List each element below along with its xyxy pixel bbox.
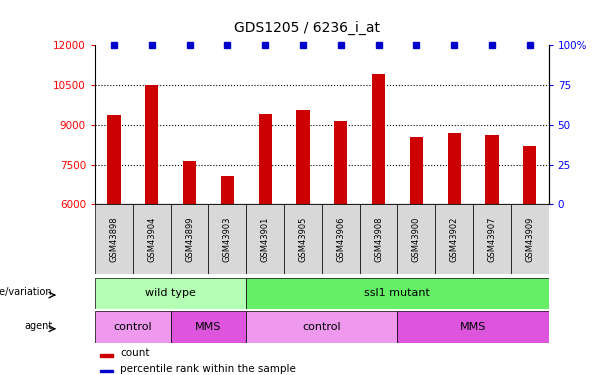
Text: count: count [120, 348, 150, 358]
Text: GSM43898: GSM43898 [109, 216, 118, 262]
FancyBboxPatch shape [435, 204, 473, 274]
Text: GSM43906: GSM43906 [336, 216, 345, 262]
FancyBboxPatch shape [511, 204, 549, 274]
FancyBboxPatch shape [322, 204, 360, 274]
Bar [183, 160, 196, 204]
FancyBboxPatch shape [360, 204, 397, 274]
Bar [221, 177, 234, 204]
Text: GSM43908: GSM43908 [374, 216, 383, 262]
Bar [99, 370, 113, 372]
Bar [99, 354, 113, 357]
FancyBboxPatch shape [246, 311, 397, 343]
Text: GSM43903: GSM43903 [223, 216, 232, 262]
Text: GSM43905: GSM43905 [299, 216, 308, 262]
FancyBboxPatch shape [95, 204, 133, 274]
FancyBboxPatch shape [170, 311, 246, 343]
Text: control: control [113, 322, 152, 332]
Text: MMS: MMS [460, 322, 486, 332]
Text: wild type: wild type [145, 288, 196, 298]
FancyBboxPatch shape [95, 278, 246, 309]
Bar [296, 110, 310, 204]
Bar [409, 136, 423, 204]
FancyBboxPatch shape [208, 204, 246, 274]
Text: GSM43907: GSM43907 [487, 216, 497, 262]
FancyBboxPatch shape [133, 204, 170, 274]
FancyBboxPatch shape [95, 311, 170, 343]
Text: GSM43909: GSM43909 [525, 216, 535, 262]
Text: GSM43901: GSM43901 [261, 216, 270, 262]
Bar [485, 135, 498, 204]
Bar [523, 146, 536, 204]
FancyBboxPatch shape [397, 311, 549, 343]
Bar [334, 121, 348, 204]
Bar [447, 133, 461, 204]
Text: MMS: MMS [195, 322, 222, 332]
Text: GSM43904: GSM43904 [147, 216, 156, 262]
Text: GDS1205 / 6236_i_at: GDS1205 / 6236_i_at [234, 21, 379, 35]
Bar [259, 114, 272, 204]
Text: ssl1 mutant: ssl1 mutant [365, 288, 430, 298]
Text: GSM43899: GSM43899 [185, 216, 194, 262]
Text: control: control [302, 322, 341, 332]
Text: genotype/variation: genotype/variation [0, 287, 52, 297]
Text: percentile rank within the sample: percentile rank within the sample [120, 364, 296, 374]
FancyBboxPatch shape [284, 204, 322, 274]
Text: agent: agent [24, 321, 52, 331]
FancyBboxPatch shape [170, 204, 208, 274]
Bar [372, 74, 385, 204]
Bar [107, 116, 121, 204]
Text: GSM43900: GSM43900 [412, 216, 421, 262]
FancyBboxPatch shape [246, 278, 549, 309]
Bar [145, 85, 158, 204]
FancyBboxPatch shape [246, 204, 284, 274]
Text: GSM43902: GSM43902 [449, 216, 459, 262]
FancyBboxPatch shape [473, 204, 511, 274]
FancyBboxPatch shape [397, 204, 435, 274]
